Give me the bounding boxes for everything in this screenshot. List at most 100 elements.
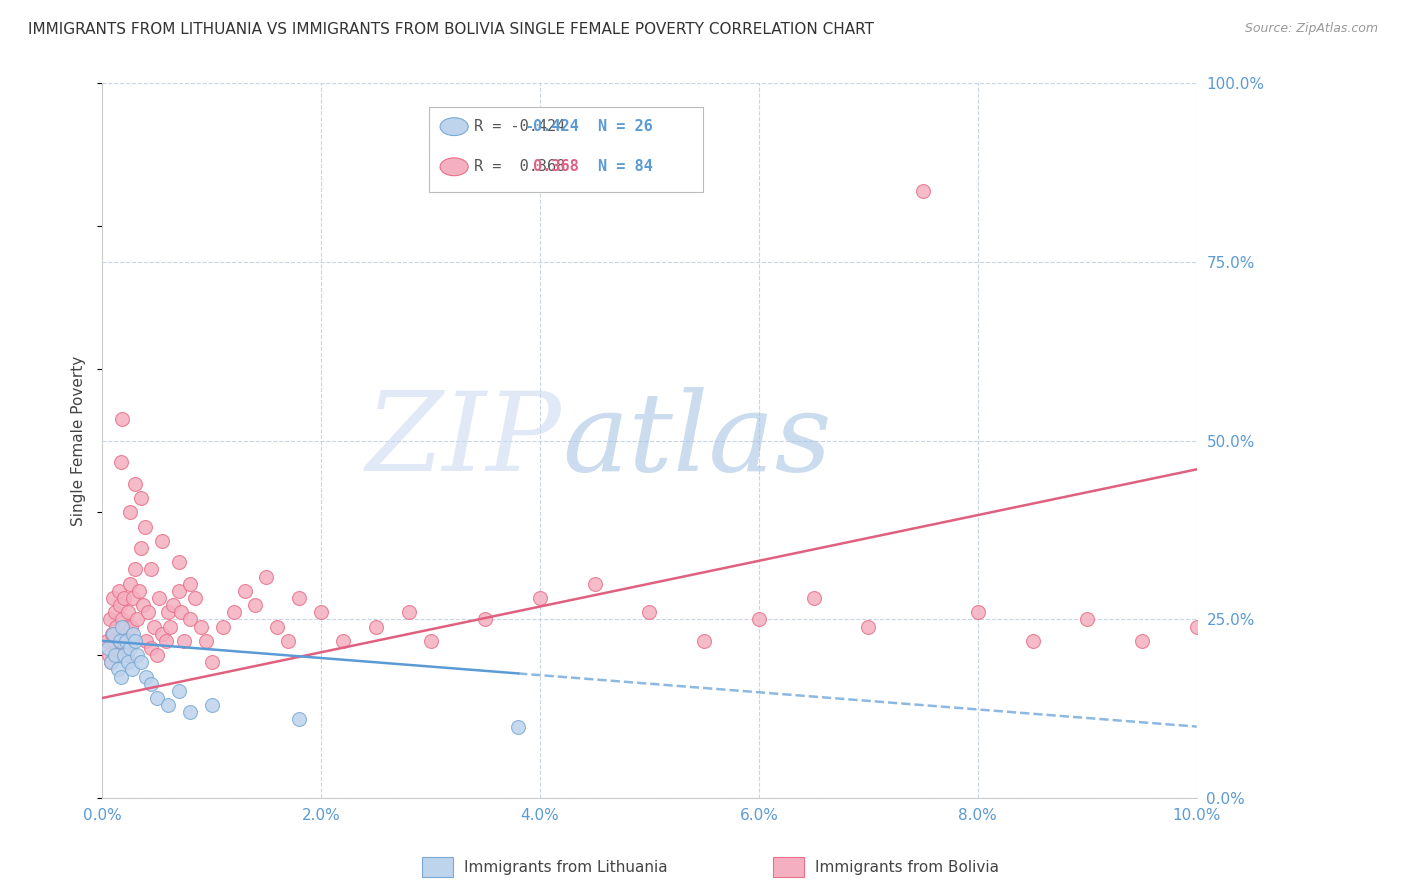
Point: [111, 619, 134, 633]
Point: [124, 562, 146, 576]
Text: -0.424: -0.424: [524, 120, 579, 134]
Point: [1130, 633, 1153, 648]
Point: [156, 698, 179, 713]
Point: [156, 605, 179, 619]
Point: [167, 555, 190, 569]
Text: N = 84: N = 84: [598, 160, 652, 174]
Point: [173, 633, 195, 648]
Point: [201, 698, 224, 713]
Point: [309, 605, 332, 619]
Point: [288, 591, 311, 605]
Point: [118, 640, 141, 655]
Point: [127, 648, 149, 662]
Point: [254, 569, 277, 583]
Point: [124, 633, 146, 648]
Text: Immigrants from Lithuania: Immigrants from Lithuania: [464, 860, 668, 874]
Point: [159, 619, 181, 633]
Point: [111, 612, 134, 626]
Point: [184, 591, 207, 605]
Point: [115, 633, 138, 648]
Text: N = 26: N = 26: [598, 120, 652, 134]
Point: [121, 626, 143, 640]
Point: [118, 505, 141, 519]
Point: [117, 655, 139, 669]
Point: [146, 691, 169, 706]
Point: [114, 619, 136, 633]
Point: [142, 619, 165, 633]
Point: [111, 412, 134, 426]
Point: [129, 491, 152, 505]
Point: [121, 662, 143, 676]
Point: [211, 619, 233, 633]
Point: [135, 669, 157, 683]
Point: [146, 648, 169, 662]
Point: [1021, 633, 1043, 648]
Point: [419, 633, 441, 648]
Point: [288, 713, 311, 727]
Point: [170, 605, 193, 619]
Point: [529, 591, 551, 605]
Point: [105, 619, 128, 633]
Point: [117, 648, 139, 662]
Point: [121, 633, 143, 648]
Point: [107, 662, 129, 676]
Point: [97, 648, 120, 662]
Point: [508, 720, 530, 734]
Point: [132, 598, 155, 612]
Point: [201, 655, 224, 669]
Point: [332, 633, 354, 648]
Point: [152, 626, 174, 640]
Text: ZIP: ZIP: [366, 387, 562, 494]
Point: [167, 684, 190, 698]
Y-axis label: Single Female Poverty: Single Female Poverty: [72, 356, 86, 526]
Point: [127, 612, 149, 626]
Point: [97, 640, 120, 655]
Point: [98, 612, 121, 626]
Point: [112, 591, 135, 605]
Point: [128, 583, 150, 598]
Point: [222, 605, 245, 619]
Point: [100, 655, 122, 669]
Point: [277, 633, 299, 648]
Text: Immigrants from Bolivia: Immigrants from Bolivia: [815, 860, 1000, 874]
Point: [748, 612, 770, 626]
Point: [638, 605, 661, 619]
Point: [966, 605, 988, 619]
Point: [912, 184, 935, 198]
Point: [118, 576, 141, 591]
Point: [103, 633, 125, 648]
Point: [474, 612, 496, 626]
Point: [179, 612, 201, 626]
Point: [96, 633, 118, 648]
Point: [121, 591, 143, 605]
Point: [195, 633, 218, 648]
Point: [245, 598, 267, 612]
Point: [693, 633, 716, 648]
Point: [129, 655, 152, 669]
Point: [101, 591, 124, 605]
Point: [136, 605, 159, 619]
Point: [583, 576, 606, 591]
Point: [135, 633, 157, 648]
Point: [101, 626, 124, 640]
Point: [155, 633, 177, 648]
Point: [110, 455, 132, 469]
Point: [364, 619, 387, 633]
Point: [101, 626, 124, 640]
Point: [141, 562, 163, 576]
Point: [266, 619, 288, 633]
Point: [104, 605, 127, 619]
Point: [115, 626, 138, 640]
Point: [108, 633, 131, 648]
Text: R =  0.368: R = 0.368: [474, 160, 565, 174]
Point: [107, 648, 129, 662]
Text: Source: ZipAtlas.com: Source: ZipAtlas.com: [1244, 22, 1378, 36]
Point: [803, 591, 825, 605]
Point: [129, 541, 152, 555]
Point: [100, 655, 122, 669]
Point: [148, 591, 170, 605]
Point: [112, 648, 135, 662]
Point: [117, 605, 139, 619]
Point: [124, 476, 146, 491]
Point: [190, 619, 212, 633]
